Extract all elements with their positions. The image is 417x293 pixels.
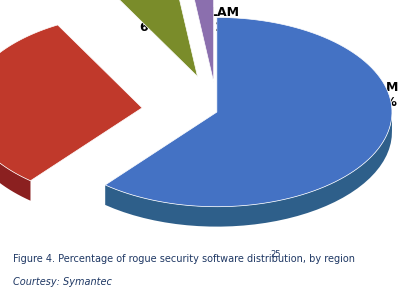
Polygon shape (105, 111, 392, 226)
Text: Courtesy: Symantec: Courtesy: Symantec (13, 277, 111, 287)
Text: 25: 25 (270, 250, 281, 259)
Text: LAM
2%: LAM 2% (210, 6, 240, 34)
Polygon shape (113, 0, 198, 76)
Text: NAM
61%: NAM 61% (367, 81, 399, 109)
Polygon shape (0, 25, 142, 181)
Polygon shape (192, 0, 214, 82)
Text: APJ
6%: APJ 6% (138, 6, 162, 34)
Polygon shape (105, 17, 392, 207)
Text: EMEA
31%: EMEA 31% (17, 105, 56, 134)
Polygon shape (0, 104, 30, 201)
Text: Figure 4. Percentage of rogue security software distribution, by region: Figure 4. Percentage of rogue security s… (13, 254, 354, 264)
